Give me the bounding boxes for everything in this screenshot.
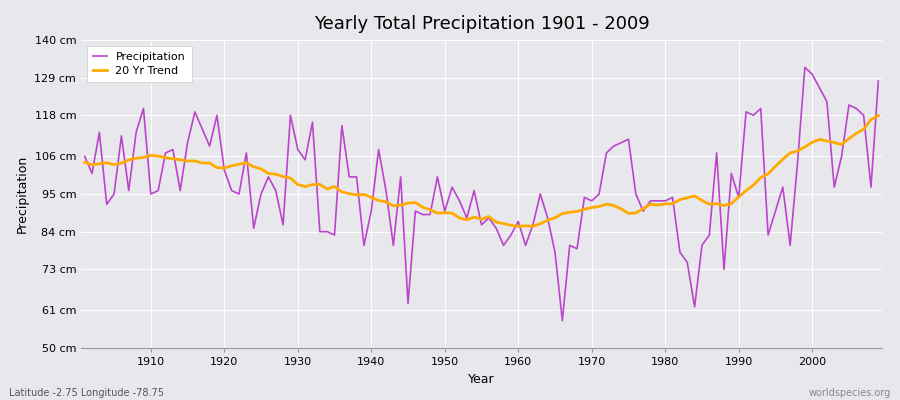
Text: worldspecies.org: worldspecies.org <box>809 388 891 398</box>
20 Yr Trend <box>513 224 524 229</box>
Precipitation <box>506 233 517 238</box>
20 Yr Trend <box>506 223 517 228</box>
Precipitation <box>557 318 568 323</box>
Precipitation <box>608 144 619 148</box>
Text: Latitude -2.75 Longitude -78.75: Latitude -2.75 Longitude -78.75 <box>9 388 164 398</box>
Title: Yearly Total Precipitation 1901 - 2009: Yearly Total Precipitation 1901 - 2009 <box>313 15 650 33</box>
Precipitation <box>300 157 310 162</box>
Precipitation <box>79 154 90 159</box>
Precipitation <box>873 79 884 84</box>
20 Yr Trend <box>300 184 310 189</box>
Precipitation <box>344 174 355 179</box>
Precipitation <box>513 219 524 224</box>
Precipitation <box>799 65 810 70</box>
Line: Precipitation: Precipitation <box>85 67 878 321</box>
20 Yr Trend <box>138 155 148 160</box>
Legend: Precipitation, 20 Yr Trend: Precipitation, 20 Yr Trend <box>86 46 192 82</box>
20 Yr Trend <box>344 191 355 196</box>
Precipitation <box>138 106 148 111</box>
20 Yr Trend <box>873 113 884 118</box>
20 Yr Trend <box>608 203 619 208</box>
X-axis label: Year: Year <box>468 372 495 386</box>
Y-axis label: Precipitation: Precipitation <box>16 155 29 233</box>
20 Yr Trend <box>520 224 531 228</box>
20 Yr Trend <box>79 160 90 164</box>
Line: 20 Yr Trend: 20 Yr Trend <box>85 116 878 226</box>
